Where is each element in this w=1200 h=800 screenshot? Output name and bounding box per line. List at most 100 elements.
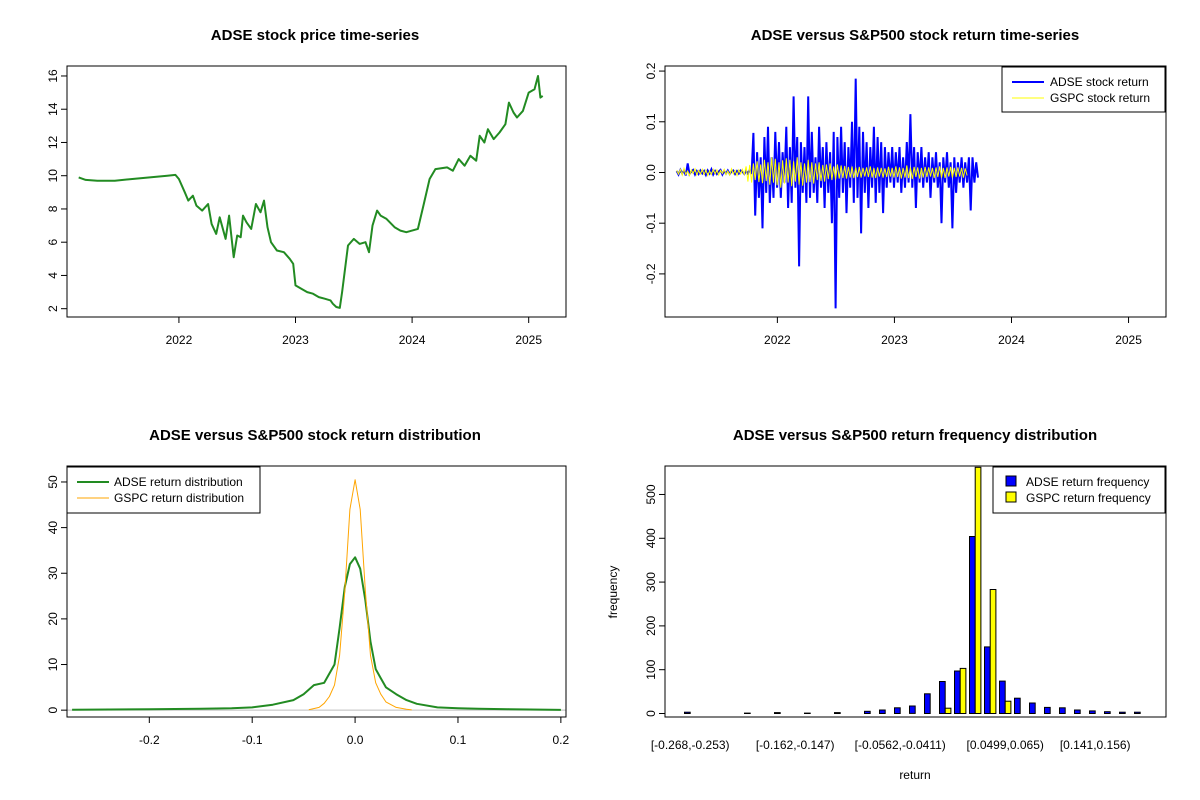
histogram-x-axis: [-0.268,-0.253) [-0.162,-0.147) [-0.0562,-… — [651, 738, 1131, 752]
density-y-tick-label-0: 0 — [46, 706, 60, 713]
histogram-x-tick-label-1: [-0.162,-0.147) — [756, 738, 835, 752]
returns-y-tick-label-0: -0.2 — [644, 263, 658, 284]
histogram-legend-box — [992, 466, 1166, 514]
adse-frequency-bar-14 — [894, 707, 901, 714]
histogram-y-tick-label-1: 100 — [644, 659, 658, 679]
returns-plot-area — [675, 78, 979, 309]
returns-x-tick-label-1: 2023 — [881, 333, 908, 347]
histogram-legend: ADSE return frequency GSPC return freque… — [992, 466, 1166, 514]
histogram-plot-area — [684, 466, 1141, 715]
returns-y-axis: -0.2 -0.1 0.0 0.1 0.2 — [644, 62, 665, 284]
density-plot-area — [67, 479, 566, 711]
density-x-axis: -0.2 -0.1 0.0 0.1 0.2 — [139, 717, 570, 747]
series-gspc-return-line — [676, 157, 968, 188]
density-chart-title: ADSE versus S&P500 stock return distribu… — [149, 427, 481, 444]
histogram-y-tick-label-5: 500 — [644, 484, 658, 504]
legend-label-adse-density: ADSE return distribution — [114, 475, 243, 489]
adse-frequency-bar-15 — [909, 705, 916, 714]
series-adse-price-line — [78, 75, 544, 309]
adse-frequency-bar-30 — [1134, 711, 1141, 715]
adse-frequency-bar-29 — [1119, 711, 1126, 715]
adse-frequency-bar-26 — [1074, 709, 1081, 714]
histogram-plot-frame — [664, 465, 1167, 718]
adse-frequency-bar-0 — [684, 711, 691, 715]
histogram-y-tick-label-4: 400 — [644, 528, 658, 548]
density-y-tick-label-3: 30 — [46, 566, 60, 580]
price-y-tick-label-6: 14 — [46, 102, 60, 116]
gspc-frequency-bar-18 — [959, 667, 967, 715]
legend-label-gspc-return: GSPC stock return — [1050, 91, 1150, 105]
density-x-tick-label-1: -0.1 — [242, 733, 263, 747]
returns-plot-frame — [664, 65, 1167, 318]
adse-frequency-bar-16 — [924, 693, 931, 714]
returns-y-tick-label-4: 0.2 — [644, 62, 658, 79]
gspc-frequency-bar-17 — [944, 707, 952, 715]
histogram-y-axis: 0 100 200 300 400 500 — [644, 484, 665, 717]
adse-frequency-bar-27 — [1089, 710, 1096, 715]
histogram-x-tick-label-4: [0.141,0.156) — [1060, 738, 1131, 752]
adse-frequency-bar-24 — [1044, 706, 1051, 715]
gspc-frequency-bar-21 — [1004, 700, 1012, 715]
density-y-tick-label-1: 10 — [46, 658, 60, 672]
histogram-y-label: frequency — [606, 566, 620, 619]
price-plot-area — [78, 75, 544, 309]
adse-frequency-bar-17 — [939, 681, 946, 714]
adse-frequency-bar-18 — [954, 670, 961, 714]
returns-y-tick-label-2: 0.0 — [644, 164, 658, 181]
returns-y-tick-label-1: -0.1 — [644, 213, 658, 234]
panel-returns: ADSE versus S&P500 stock return time-ser… — [644, 27, 1167, 347]
price-x-tick-label-0: 2022 — [166, 333, 193, 347]
density-y-tick-label-2: 20 — [46, 612, 60, 626]
adse-frequency-bar-20 — [984, 646, 991, 715]
series-gspc-density-line — [308, 479, 412, 711]
gspc-frequency-bar-20 — [989, 589, 997, 714]
price-y-tick-label-1: 4 — [46, 272, 60, 279]
price-y-tick-label-5: 12 — [46, 135, 60, 149]
price-x-tick-label-1: 2023 — [282, 333, 309, 347]
series-adse-density-line — [72, 556, 561, 711]
price-y-tick-label-2: 6 — [46, 239, 60, 246]
returns-chart-title: ADSE versus S&P500 stock return time-ser… — [751, 27, 1079, 44]
adse-frequency-bar-28 — [1104, 711, 1111, 715]
histogram-x-tick-label-0: [-0.268,-0.253) — [651, 738, 730, 752]
returns-y-tick-label-3: 0.1 — [644, 113, 658, 130]
returns-x-tick-label-3: 2025 — [1115, 333, 1142, 347]
gspc-frequency-bar-19 — [974, 466, 982, 714]
legend-swatch-adse-frequency — [1005, 475, 1017, 487]
panel-density: ADSE versus S&P500 stock return distribu… — [46, 427, 569, 747]
returns-x-tick-label-2: 2024 — [998, 333, 1025, 347]
price-x-tick-label-3: 2025 — [515, 333, 542, 347]
adse-frequency-bar-21 — [999, 680, 1006, 714]
price-x-tick-label-2: 2024 — [399, 333, 426, 347]
density-x-tick-label-0: -0.2 — [139, 733, 160, 747]
returns-x-tick-label-0: 2022 — [764, 333, 791, 347]
density-legend: ADSE return distribution GSPC return dis… — [66, 466, 261, 514]
price-y-tick-label-7: 16 — [46, 69, 60, 83]
legend-label-gspc-density: GSPC return distribution — [114, 491, 244, 505]
histogram-x-tick-label-3: [0.0499,0.065) — [966, 738, 1043, 752]
legend-label-gspc-frequency: GSPC return frequency — [1026, 491, 1151, 505]
adse-frequency-bar-23 — [1029, 702, 1036, 714]
adse-frequency-bar-13 — [879, 709, 886, 714]
price-y-axis: 2 4 6 8 10 12 14 16 — [46, 69, 67, 312]
price-x-axis: 2022 2023 2024 2025 — [166, 317, 542, 347]
price-y-tick-label-3: 8 — [46, 205, 60, 212]
returns-x-axis: 2022 2023 2024 2025 — [764, 317, 1142, 347]
histogram-x-label: return — [899, 768, 930, 782]
histogram-y-tick-label-3: 300 — [644, 572, 658, 592]
panel-histogram: ADSE versus S&P500 return frequency dist… — [606, 427, 1167, 782]
adse-frequency-bar-12 — [864, 710, 871, 714]
price-y-tick-label-0: 2 — [46, 305, 60, 312]
histogram-y-tick-label-0: 0 — [644, 710, 658, 717]
legend-label-adse-frequency: ADSE return frequency — [1026, 475, 1149, 489]
adse-frequency-bar-10 — [834, 712, 841, 714]
adse-frequency-bar-25 — [1059, 707, 1066, 714]
density-x-tick-label-2: 0.0 — [347, 733, 364, 747]
density-y-tick-label-5: 50 — [46, 475, 60, 489]
density-x-tick-label-4: 0.2 — [553, 733, 570, 747]
panel-price: ADSE stock price time-series 2022 2023 202… — [46, 27, 567, 347]
legend-swatch-gspc-frequency — [1005, 491, 1017, 503]
series-adse-return-line — [675, 78, 979, 309]
returns-legend-box — [1001, 66, 1166, 113]
